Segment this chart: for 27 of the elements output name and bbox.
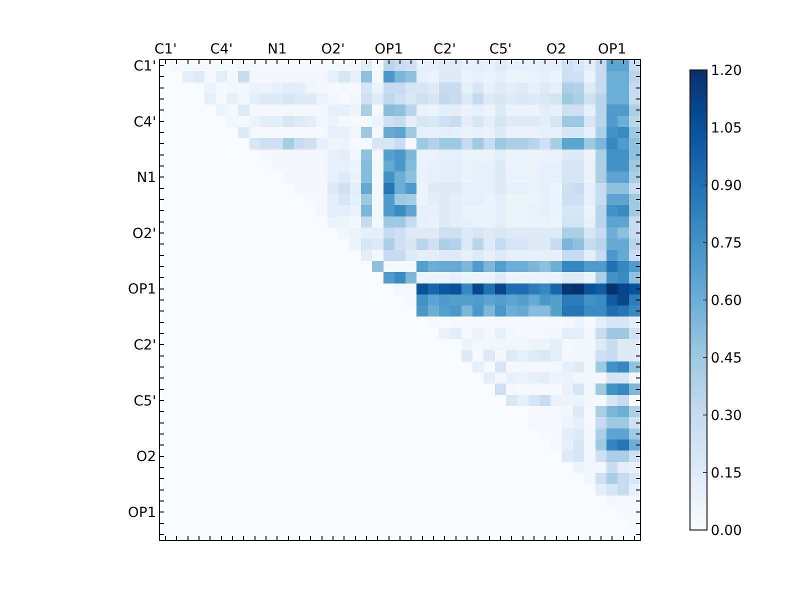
color-bar-label: 0.60 bbox=[710, 292, 742, 309]
color-bar-label: 1.05 bbox=[710, 120, 742, 136]
y-tick-label: O2 bbox=[136, 449, 156, 466]
x-tick-label: OP1 bbox=[374, 41, 404, 58]
x-tick-label: O2' bbox=[321, 41, 345, 58]
color-bar-label: 1.20 bbox=[710, 62, 742, 79]
y-tick-label: C2' bbox=[134, 338, 156, 354]
x-tick-label: C1' bbox=[154, 41, 177, 58]
color-bar-label: 0.90 bbox=[710, 178, 742, 194]
x-tick-label: N1 bbox=[268, 41, 287, 58]
x-tick-label: OP1 bbox=[598, 41, 626, 58]
color-bar-label: 0.30 bbox=[710, 408, 742, 424]
color-bar-label: 0.75 bbox=[710, 235, 742, 252]
y-tick-label: N1 bbox=[136, 170, 156, 186]
color-bar-label: 0.45 bbox=[710, 350, 742, 366]
y-tick-label: C5' bbox=[134, 393, 156, 410]
x-tick-label: C4' bbox=[210, 41, 233, 58]
y-tick-label: C1' bbox=[134, 58, 156, 74]
y-tick-label: OP1 bbox=[128, 504, 156, 521]
color-bar-label: 0.00 bbox=[710, 522, 742, 539]
x-tick-label: C2' bbox=[433, 41, 456, 58]
y-tick-label: OP1 bbox=[128, 282, 156, 298]
color-bar-label: 0.15 bbox=[710, 465, 742, 482]
x-tick-label: C5' bbox=[489, 41, 512, 58]
x-tick-label: O2 bbox=[546, 41, 566, 58]
y-tick-label: C4' bbox=[134, 114, 156, 130]
y-tick-label: O2' bbox=[132, 226, 156, 242]
